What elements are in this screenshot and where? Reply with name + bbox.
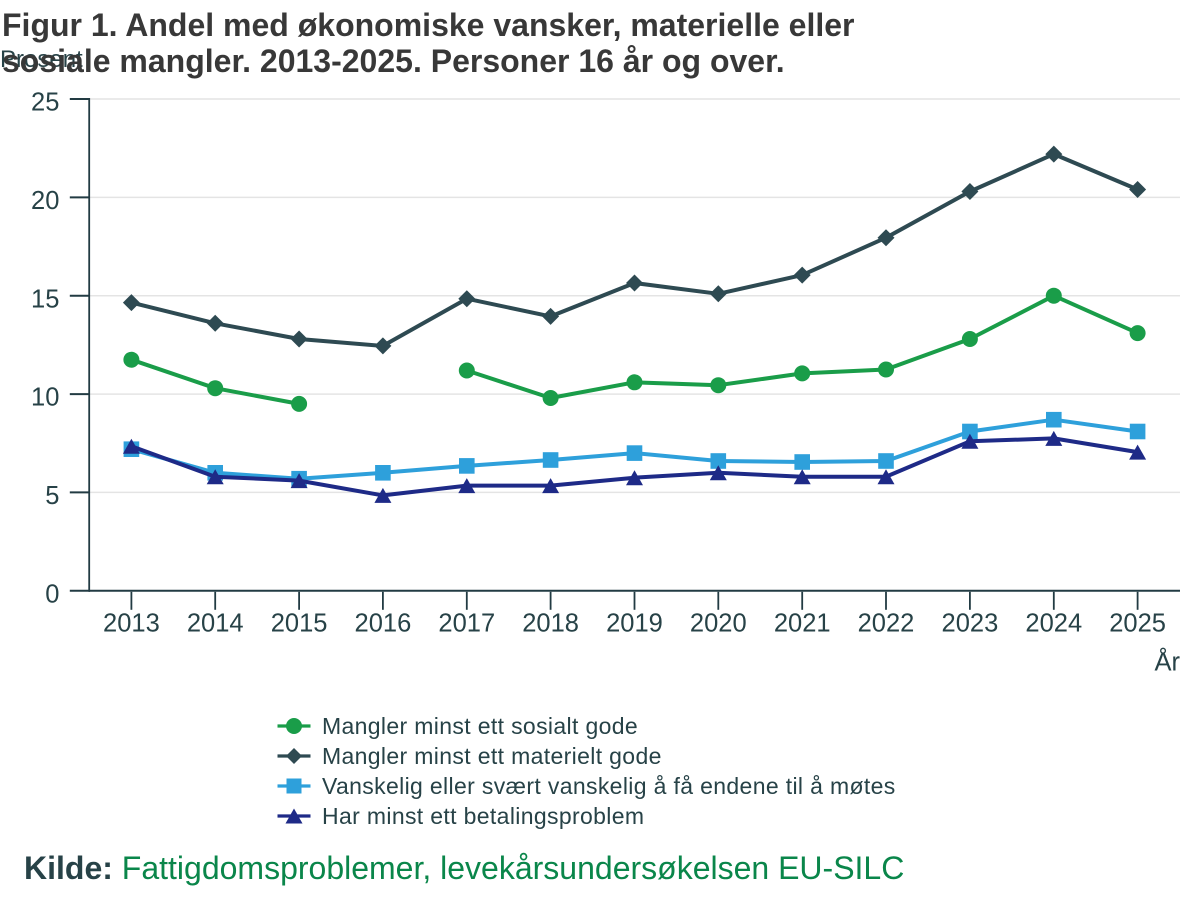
svg-text:Vanskelig eller svært vanskeli: Vanskelig eller svært vanskelig å få end… (322, 773, 896, 799)
svg-text:10: 10 (31, 384, 59, 412)
svg-text:2013: 2013 (103, 610, 160, 638)
svg-text:2020: 2020 (690, 610, 747, 638)
svg-text:2015: 2015 (271, 610, 328, 638)
svg-text:2016: 2016 (355, 610, 412, 638)
svg-text:2025: 2025 (1109, 610, 1166, 638)
svg-text:År: År (1155, 646, 1181, 676)
svg-text:15: 15 (31, 285, 59, 313)
svg-text:2014: 2014 (187, 610, 244, 638)
svg-text:Har minst ett betalingsproblem: Har minst ett betalingsproblem (322, 803, 644, 829)
svg-text:2023: 2023 (942, 610, 999, 638)
svg-text:Mangler minst ett materielt go: Mangler minst ett materielt gode (322, 743, 662, 769)
svg-text:5: 5 (45, 482, 59, 510)
svg-text:20: 20 (31, 187, 59, 215)
svg-text:25: 25 (31, 89, 59, 117)
svg-text:2019: 2019 (606, 610, 663, 638)
svg-text:2018: 2018 (522, 610, 579, 638)
svg-text:Mangler minst ett sosialt gode: Mangler minst ett sosialt gode (322, 713, 638, 739)
svg-text:0: 0 (45, 580, 59, 608)
svg-text:2022: 2022 (858, 610, 915, 638)
svg-text:2021: 2021 (774, 610, 831, 638)
svg-text:2024: 2024 (1025, 610, 1082, 638)
svg-text:2017: 2017 (438, 610, 495, 638)
